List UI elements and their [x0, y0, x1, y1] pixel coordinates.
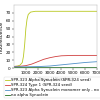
SPR-323 Alpha Synuclein (SPR-324 seed) — [49, 11, 50, 12]
Legend: SPR-323 Alpha Synuclein (SPR-324 seed), SPR-324 Type 1 (SPR-324 seed), SPR-323 A: SPR-323 Alpha Synuclein (SPR-324 seed), … — [4, 77, 100, 98]
SPR-323 Alpha Synuclein (SPR-324 seed) — [28, 14, 29, 15]
SPR-323 Alpha Synuclein monomer only - no seed — [96, 61, 98, 62]
SPR-323 Alpha Synuclein (SPR-324 seed) — [96, 11, 98, 12]
SPR-323 Alpha Synuclein (SPR-324 seed) — [22, 62, 23, 63]
SPR-323 Alpha Synuclein (SPR-324 seed) — [73, 11, 74, 12]
SPR-324 Type 1 (SPR-324 seed) — [61, 55, 62, 56]
SPR-323 Alpha Synuclein (SPR-324 seed) — [26, 19, 28, 20]
SPR-324 Type 1 (SPR-324 seed) — [96, 55, 98, 56]
SPR-324 Type 1 (SPR-324 seed) — [13, 66, 15, 67]
SPR-323 Alpha Synuclein monomer only - no seed — [84, 62, 86, 63]
SPR-324 Type 1 (SPR-324 seed) — [25, 65, 26, 66]
SPR-324 Type 1 (SPR-324 seed) — [73, 55, 74, 56]
SPR-323 Alpha Synuclein (SPR-324 seed) — [19, 65, 20, 66]
SPR-323 Alpha Synuclein (SPR-324 seed) — [24, 44, 25, 45]
SPR-323 Alpha Synuclein monomer only - no seed — [37, 66, 38, 67]
Line: SPR-323 Alpha Synuclein monomer only - no seed: SPR-323 Alpha Synuclein monomer only - n… — [14, 62, 97, 67]
no alpha Synuclein — [61, 67, 62, 68]
no alpha Synuclein — [84, 67, 86, 68]
SPR-324 Type 1 (SPR-324 seed) — [55, 56, 56, 57]
Y-axis label: Fluorescence: Fluorescence — [0, 20, 4, 53]
SPR-323 Alpha Synuclein monomer only - no seed — [13, 66, 15, 67]
SPR-323 Alpha Synuclein (SPR-324 seed) — [30, 12, 31, 13]
X-axis label: Time (Minutes): Time (Minutes) — [37, 77, 74, 82]
SPR-324 Type 1 (SPR-324 seed) — [31, 64, 32, 65]
Line: SPR-324 Type 1 (SPR-324 seed): SPR-324 Type 1 (SPR-324 seed) — [14, 55, 97, 66]
SPR-323 Alpha Synuclein (SPR-324 seed) — [25, 28, 26, 29]
no alpha Synuclein — [13, 67, 15, 68]
no alpha Synuclein — [96, 67, 98, 68]
no alpha Synuclein — [73, 67, 74, 68]
Line: SPR-323 Alpha Synuclein (SPR-324 seed): SPR-323 Alpha Synuclein (SPR-324 seed) — [14, 11, 97, 66]
SPR-323 Alpha Synuclein monomer only - no seed — [61, 64, 62, 66]
SPR-324 Type 1 (SPR-324 seed) — [49, 57, 50, 58]
SPR-324 Type 1 (SPR-324 seed) — [37, 61, 38, 62]
SPR-323 Alpha Synuclein (SPR-324 seed) — [23, 56, 24, 57]
SPR-324 Type 1 (SPR-324 seed) — [19, 66, 20, 67]
SPR-323 Alpha Synuclein monomer only - no seed — [49, 65, 50, 67]
SPR-324 Type 1 (SPR-324 seed) — [43, 59, 44, 60]
SPR-323 Alpha Synuclein monomer only - no seed — [73, 63, 74, 64]
SPR-324 Type 1 (SPR-324 seed) — [84, 55, 86, 56]
no alpha Synuclein — [25, 67, 26, 68]
SPR-323 Alpha Synuclein (SPR-324 seed) — [13, 66, 15, 67]
SPR-323 Alpha Synuclein (SPR-324 seed) — [35, 11, 36, 12]
SPR-323 Alpha Synuclein monomer only - no seed — [25, 66, 26, 67]
SPR-323 Alpha Synuclein (SPR-324 seed) — [17, 65, 18, 67]
no alpha Synuclein — [37, 67, 38, 68]
no alpha Synuclein — [49, 67, 50, 68]
